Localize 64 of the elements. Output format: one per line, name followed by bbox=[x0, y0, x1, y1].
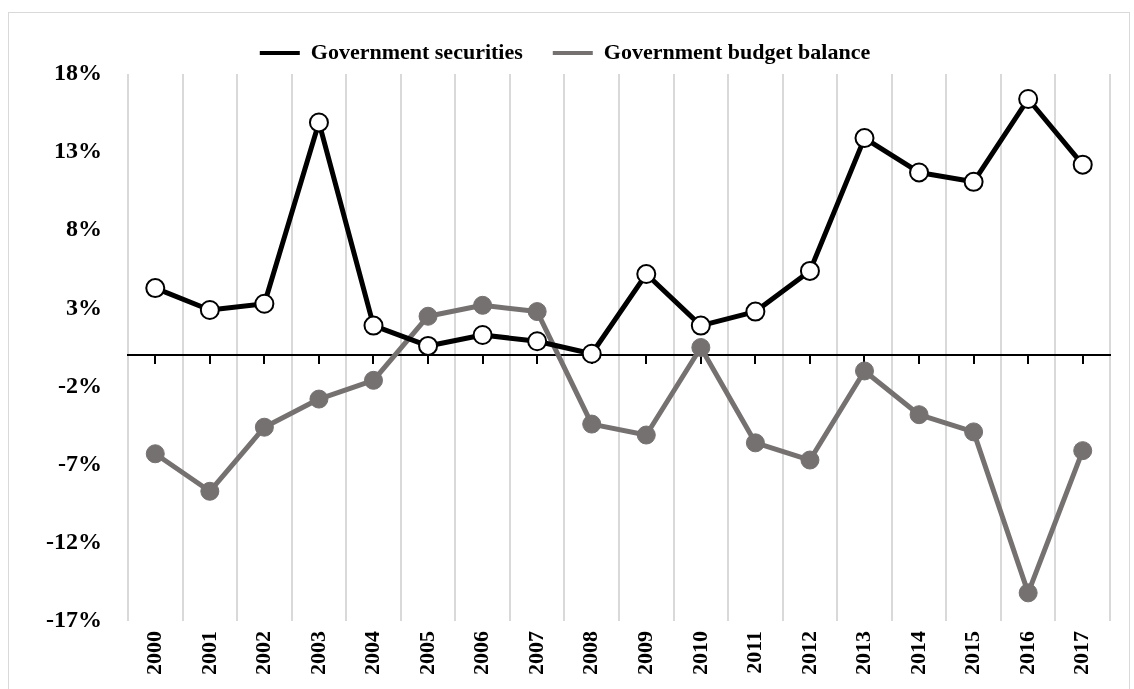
x-tick-label: 2016 bbox=[1013, 631, 1039, 675]
point bbox=[745, 433, 765, 453]
point bbox=[418, 306, 438, 326]
point bbox=[964, 422, 984, 442]
point bbox=[1018, 89, 1039, 110]
x-tick-label: 2001 bbox=[195, 631, 221, 675]
point bbox=[582, 414, 602, 434]
y-tick-label: -17% bbox=[45, 606, 102, 633]
x-tick-label: 2008 bbox=[577, 631, 603, 675]
point bbox=[527, 331, 548, 352]
x-tick-label: 2011 bbox=[741, 631, 767, 674]
y-tick-label: 18% bbox=[53, 59, 102, 86]
point bbox=[799, 260, 820, 281]
x-tick-label: 2007 bbox=[522, 631, 548, 675]
x-tick-label: 2015 bbox=[959, 631, 985, 675]
point bbox=[199, 299, 220, 320]
point bbox=[363, 370, 383, 390]
x-tick-label: 2012 bbox=[795, 631, 821, 675]
point bbox=[800, 450, 820, 470]
y-tick-label: -7% bbox=[57, 449, 102, 476]
point bbox=[254, 417, 274, 437]
x-tick-label: 2017 bbox=[1068, 631, 1094, 675]
x-tick-label: 2000 bbox=[140, 631, 166, 675]
point bbox=[308, 112, 329, 133]
x-tick-label: 2013 bbox=[850, 631, 876, 675]
y-tick-label: -2% bbox=[57, 371, 102, 398]
point bbox=[1072, 154, 1093, 175]
point bbox=[636, 425, 656, 445]
point bbox=[363, 315, 384, 336]
point bbox=[309, 389, 329, 409]
point bbox=[200, 481, 220, 501]
legend-label: Government budget balance bbox=[603, 38, 871, 64]
x-tick-label: 2004 bbox=[359, 631, 385, 675]
y-tick-label: 13% bbox=[53, 137, 102, 164]
y-tick-label: -12% bbox=[45, 528, 102, 555]
point bbox=[254, 293, 275, 314]
point bbox=[145, 278, 166, 299]
point bbox=[527, 302, 547, 322]
x-tick-label: 2014 bbox=[904, 631, 930, 675]
point bbox=[1073, 441, 1093, 461]
x-tick-label: 2010 bbox=[686, 631, 712, 675]
point bbox=[418, 335, 439, 356]
point bbox=[145, 444, 165, 464]
point bbox=[909, 162, 930, 183]
point bbox=[690, 315, 711, 336]
legend-label: Government securities bbox=[310, 38, 524, 64]
x-tick-label: 2005 bbox=[413, 631, 439, 675]
y-tick-label: 3% bbox=[65, 293, 102, 320]
point bbox=[854, 128, 875, 149]
x-tick-label: 2002 bbox=[250, 631, 276, 675]
point bbox=[473, 295, 493, 315]
x-tick-label: 2006 bbox=[468, 631, 494, 675]
point bbox=[963, 171, 984, 192]
y-tick-label: 8% bbox=[65, 215, 102, 242]
point bbox=[909, 405, 929, 425]
x-tick-label: 2009 bbox=[631, 631, 657, 675]
point bbox=[1018, 583, 1038, 603]
x-tick-label: 2003 bbox=[304, 631, 330, 675]
point bbox=[745, 301, 766, 322]
point bbox=[855, 361, 874, 381]
point bbox=[636, 264, 657, 285]
point bbox=[472, 325, 493, 345]
point bbox=[581, 343, 602, 364]
point bbox=[691, 338, 711, 357]
